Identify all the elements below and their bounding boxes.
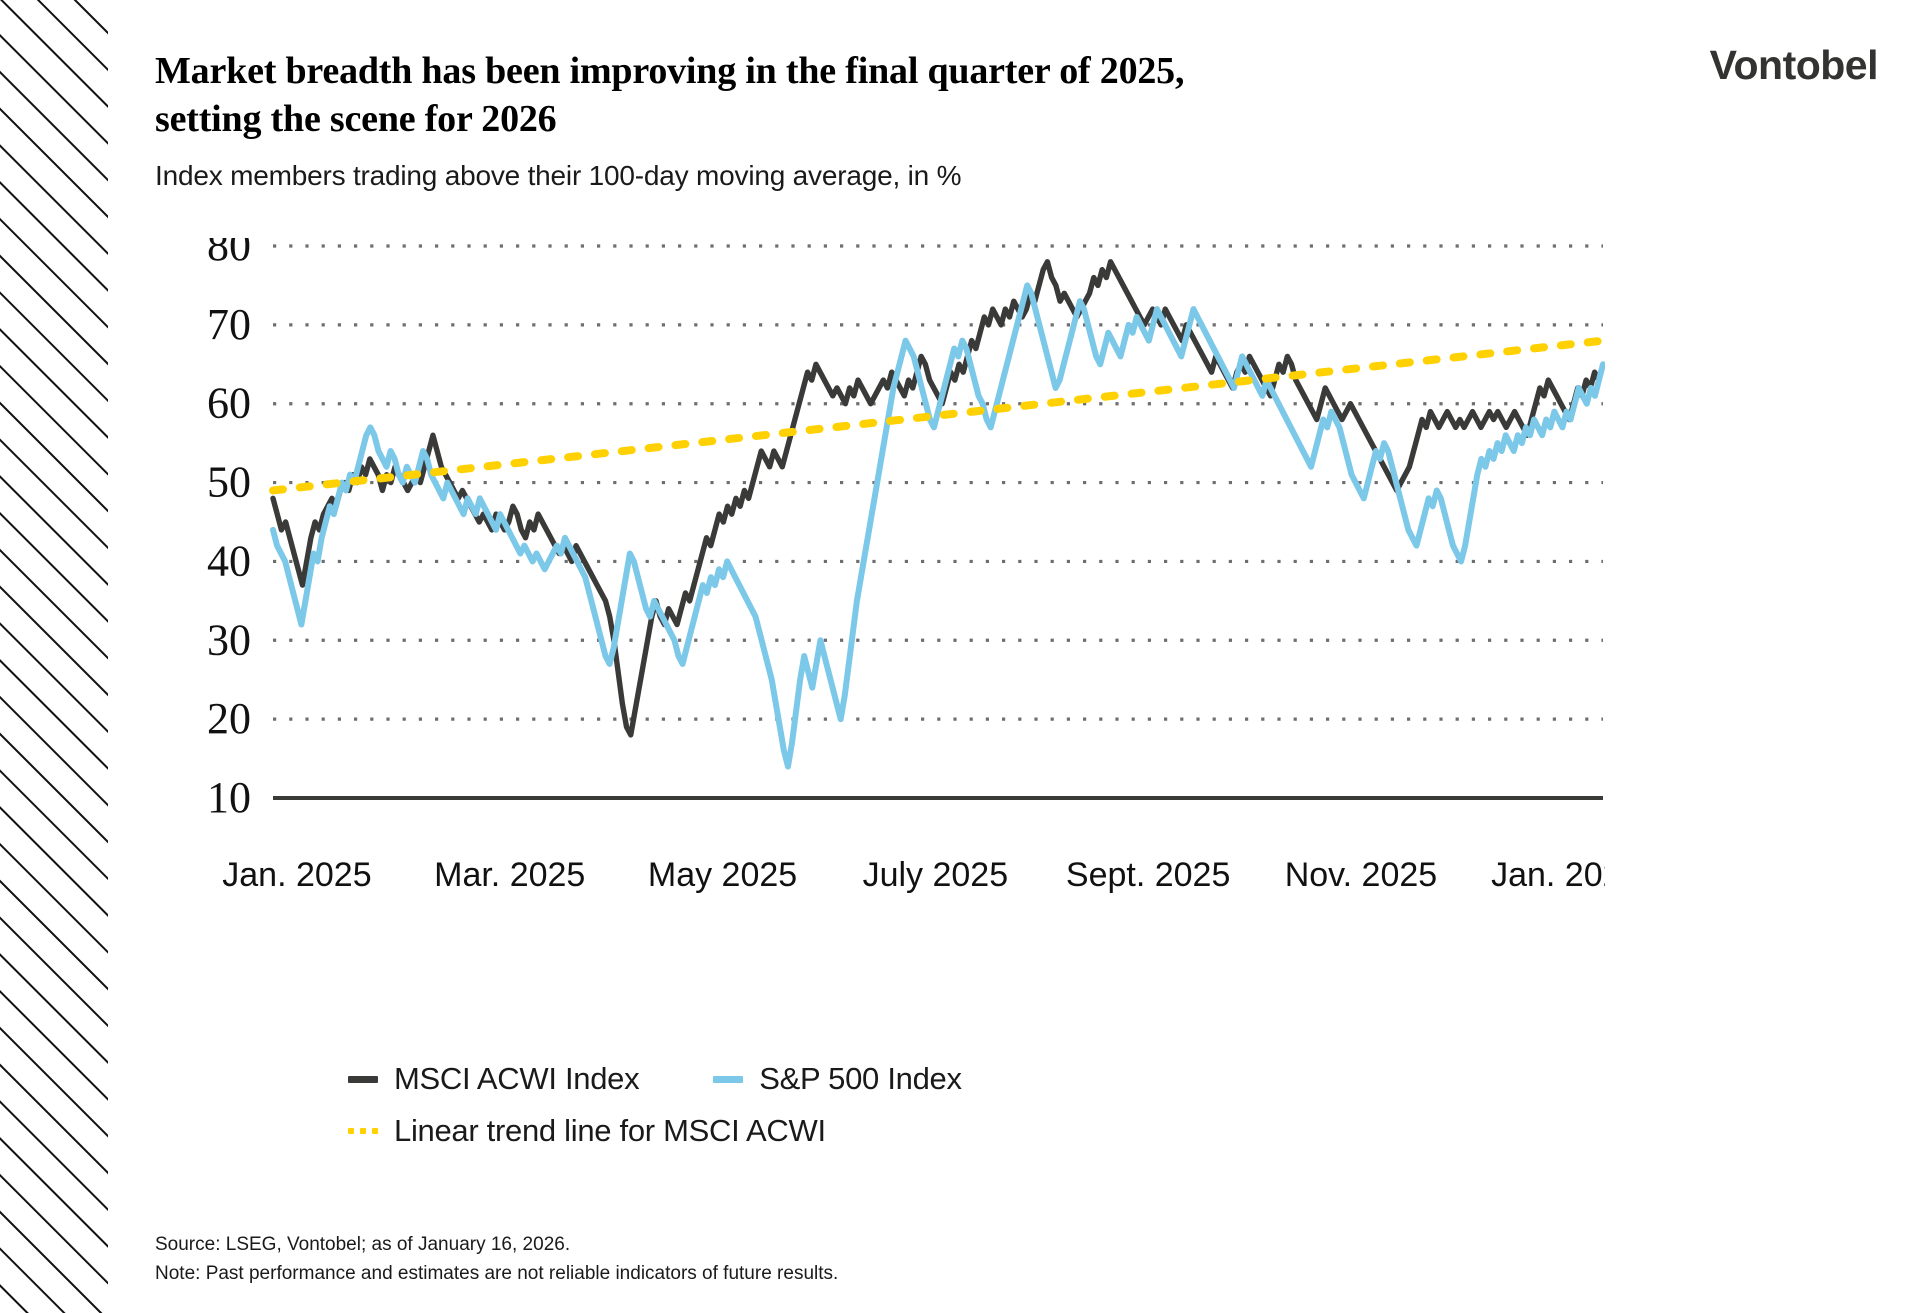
- legend-swatch-msci: [348, 1075, 378, 1083]
- legend-swatch-sp500: [713, 1075, 744, 1083]
- linear-trend-line: [269, 336, 1605, 495]
- y-tick-label: 60: [207, 379, 251, 428]
- x-tick-label: July 2025: [863, 856, 1009, 894]
- x-axis-tick-labels: Jan. 2025 Mar. 2025 May 2025 July 2025 Sept.…: [222, 856, 1605, 894]
- y-tick-label: 40: [207, 536, 251, 585]
- vontobel-logo: Vontobel: [1709, 42, 1879, 89]
- breadth-line-chart: 10 20 30 40 50 60 70 80 Jan. 2025 Mar. 2025 May 2…: [207, 238, 1605, 894]
- source-text: Source: LSEG, Vontobel; as of January 16…: [155, 1234, 571, 1255]
- chart-container: 10 20 30 40 50 60 70 80 Jan. 2025 Mar. 2025 May 2…: [155, 238, 1605, 998]
- headline-line-2: setting the scene for 2026: [155, 97, 557, 140]
- chart-legend: MSCI ACWI Index S&P 500 Index Linear tre…: [348, 1053, 1448, 1157]
- series-line: [270, 282, 1605, 770]
- y-tick-label: 30: [207, 615, 251, 664]
- legend-swatch-trend: [348, 1127, 378, 1135]
- y-tick-label: 10: [207, 773, 251, 822]
- legend-item-trend: Linear trend line for MSCI ACWI: [348, 1113, 826, 1149]
- legend-item-msci: MSCI ACWI Index: [348, 1061, 640, 1097]
- y-tick-label: 50: [207, 458, 251, 507]
- x-tick-label: Jan. 2026: [1491, 856, 1605, 894]
- logo-text: Vontobel: [1709, 42, 1879, 88]
- y-tick-label: 80: [207, 238, 251, 270]
- y-tick-label: 70: [207, 300, 251, 349]
- legend-row-1: MSCI ACWI Index S&P 500 Index: [348, 1053, 1448, 1105]
- legend-item-sp500: S&P 500 Index: [713, 1061, 962, 1097]
- footnotes: Source: LSEG, Vontobel; as of January 16…: [155, 1231, 838, 1289]
- legend-label-trend: Linear trend line for MSCI ACWI: [394, 1113, 826, 1148]
- x-tick-label: Sept. 2025: [1066, 856, 1230, 894]
- y-axis-tick-labels: 10 20 30 40 50 60 70 80: [207, 238, 251, 822]
- decorative-hatch-band: [0, 0, 108, 1313]
- x-tick-label: Jan. 2025: [222, 856, 371, 894]
- page-subtitle: Index members trading above their 100-da…: [155, 160, 962, 191]
- data-series-group: [270, 259, 1605, 770]
- trend-line: [269, 336, 1605, 495]
- legend-row-2: Linear trend line for MSCI ACWI: [348, 1105, 1448, 1157]
- x-tick-label: Mar. 2025: [434, 856, 585, 894]
- series-line: [270, 259, 1605, 738]
- headline-line-1: Market breadth has been improving in the…: [155, 50, 1185, 92]
- y-tick-label: 20: [207, 694, 251, 743]
- legend-label-sp500: S&P 500 Index: [759, 1061, 962, 1096]
- note-text: Note: Past performance and estimates are…: [155, 1262, 839, 1284]
- page-title: Market breadth has been improving in the…: [155, 48, 1615, 144]
- legend-label-msci: MSCI ACWI Index: [394, 1061, 640, 1096]
- x-tick-label: Nov. 2025: [1285, 856, 1437, 894]
- x-tick-label: May 2025: [648, 856, 797, 894]
